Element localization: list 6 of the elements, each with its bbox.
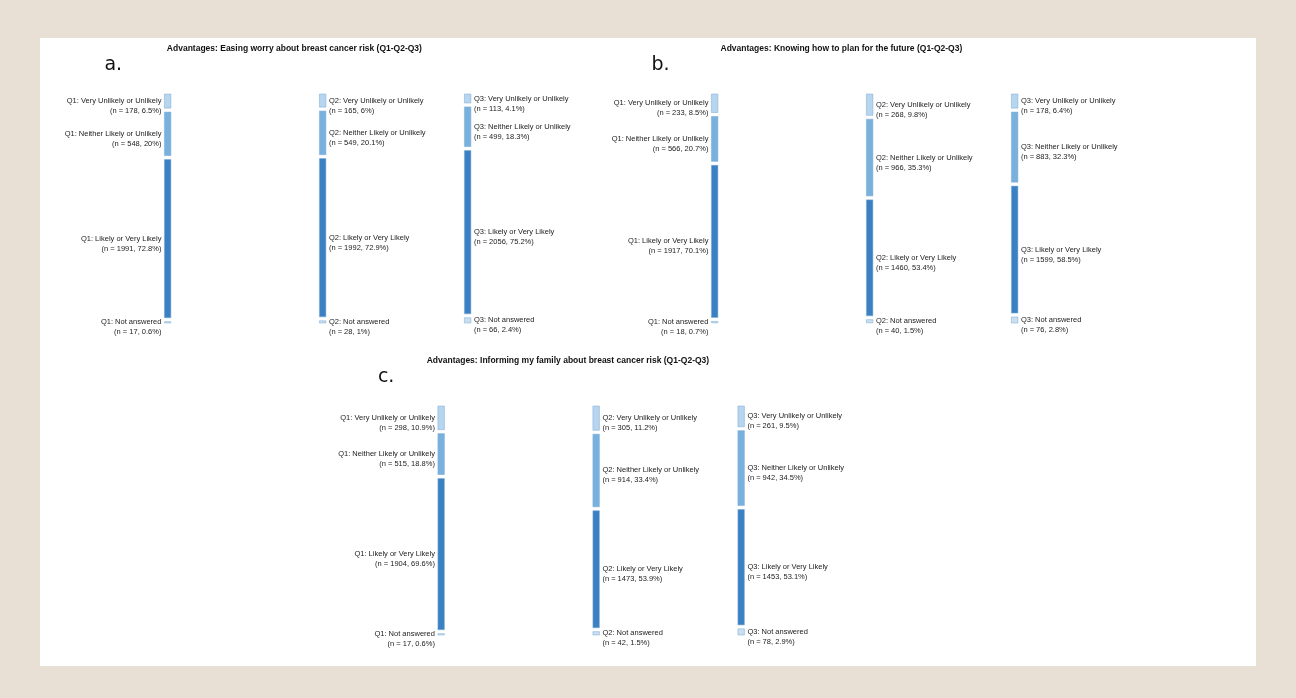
text: a.	[104, 51, 123, 74]
text: Advantages: Knowing how to plan for the future (Q1-Q2-Q3)	[720, 43, 963, 54]
text: Advantages: Easing worry about breast cancer risk (Q1-Q2-Q3)	[166, 43, 423, 54]
text: Advantages: Informing my family about breast cancer risk (Q1-Q2-Q3)	[426, 355, 710, 366]
text: c.	[377, 363, 395, 386]
text: b.	[651, 51, 670, 74]
